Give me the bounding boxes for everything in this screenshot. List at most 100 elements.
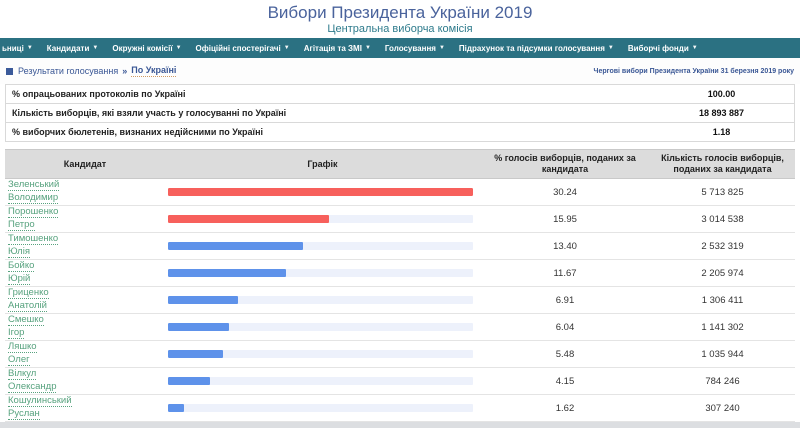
stat-row: % опрацьованих протоколів по Україні 100… [6, 85, 794, 104]
votes-value: 3 014 538 [701, 213, 744, 225]
candidate-cell: Тимошенко Юлія [5, 233, 165, 259]
bar-track [168, 377, 473, 385]
candidate-firstname: Петро [8, 219, 35, 231]
header-cell-candidate: Кандидат [63, 158, 107, 169]
percent-value: 6.91 [555, 294, 575, 306]
bar-track [168, 404, 473, 412]
stat-value: 1.18 [712, 127, 731, 137]
candidate-row: Ляшко Олег 5.48 1 035 944 [5, 341, 795, 368]
candidate-link[interactable]: Смешко Ігор [8, 314, 44, 340]
graph-cell [165, 377, 480, 385]
candidate-firstname: Руслан [8, 408, 40, 420]
nav-item-label: Агітація та ЗМІ [303, 43, 362, 53]
stat-label: Кількість виборців, які взяли участь у г… [12, 108, 287, 118]
candidate-firstname: Олександр [8, 381, 57, 393]
nav-item-label: ьниці [2, 43, 24, 53]
footer-strip [0, 422, 800, 428]
candidate-link[interactable]: Вілкул Олександр [8, 368, 57, 394]
candidate-row: Бойко Юрій 11.67 2 205 974 [5, 260, 795, 287]
stat-value: 18 893 887 [698, 108, 745, 118]
caret-down-icon: ▼ [175, 45, 182, 51]
candidate-cell: Зеленський Володимир [5, 179, 165, 205]
candidate-cell: Смешко Ігор [5, 314, 165, 340]
votes-value: 1 035 944 [701, 348, 744, 360]
results-table: Кандидат Графік % голосів виборців, пода… [5, 149, 795, 422]
candidate-link[interactable]: Гриценко Анатолій [8, 287, 49, 313]
candidate-cell: Бойко Юрій [5, 260, 165, 286]
stats-table: % опрацьованих протоколів по Україні 100… [5, 84, 795, 142]
candidate-link[interactable]: Зеленський Володимир [8, 179, 60, 205]
candidate-link[interactable]: Тимошенко Юлія [8, 233, 59, 259]
candidate-row: Порошенко Петро 15.95 3 014 538 [5, 206, 795, 233]
nav-item-label: Підрахунок та підсумки голосування [458, 43, 605, 53]
percent-value: 4.15 [555, 375, 575, 387]
result-bar [168, 269, 286, 277]
breadcrumb: Результати голосування » По Україні Черг… [0, 58, 800, 84]
votes-value: 1 306 411 [701, 294, 744, 306]
result-bar [168, 296, 238, 304]
percent-value: 5.48 [555, 348, 575, 360]
percent-value: 6.04 [555, 321, 575, 333]
result-bar [168, 404, 185, 412]
stat-label: % виборчих бюлетенів, визнаних недійсним… [12, 127, 264, 137]
nav-item-label: Окружні комісії [112, 43, 173, 53]
nav-item[interactable]: Агітація та ЗМІ ▼ [304, 44, 371, 53]
candidate-surname: Зеленський [8, 179, 60, 191]
graph-cell [165, 188, 480, 196]
percent-value: 1.62 [555, 402, 575, 414]
votes-value: 5 713 825 [701, 186, 744, 198]
candidate-row: Смешко Ігор 6.04 1 141 302 [5, 314, 795, 341]
stat-row: Кількість виборців, які взяли участь у г… [6, 104, 794, 123]
page-header: Вибори Президента України 2019 Центральн… [0, 0, 800, 38]
result-bar [168, 323, 229, 331]
graph-cell [165, 296, 480, 304]
percent-value: 11.67 [553, 267, 577, 279]
stat-label: % опрацьованих протоколів по Україні [12, 89, 186, 99]
nav-item[interactable]: Підрахунок та підсумки голосування ▼ [459, 44, 614, 53]
nav-item-label: Виборчі фонди [627, 43, 689, 53]
header-cell-percent: % голосів виборців, поданих за кандидата [494, 153, 636, 174]
breadcrumb-separator: » [122, 66, 128, 76]
nav-item[interactable]: ьниці ▼ [2, 44, 33, 53]
page-title: Вибори Президента України 2019 [267, 3, 533, 22]
candidate-link[interactable]: Ляшко Олег [8, 341, 37, 367]
candidate-firstname: Олег [8, 354, 30, 366]
header-cell-graph: Графік [307, 158, 338, 169]
graph-cell [165, 404, 480, 412]
percent-value: 15.95 [553, 213, 577, 225]
breadcrumb-bullet-icon [6, 67, 13, 75]
candidate-row: Вілкул Олександр 4.15 784 246 [5, 368, 795, 395]
candidate-firstname: Анатолій [8, 300, 47, 312]
result-bar [168, 188, 473, 196]
nav-item-label: Кандидати [46, 43, 90, 53]
caret-down-icon: ▼ [26, 45, 33, 51]
result-bar [168, 242, 304, 250]
graph-cell [165, 350, 480, 358]
election-date-note: Чергові вибори Президента України 31 бер… [593, 67, 794, 75]
caret-down-icon: ▼ [691, 45, 698, 51]
candidate-link[interactable]: Кошулинський Руслан [8, 395, 72, 421]
votes-value: 2 532 319 [701, 240, 744, 252]
candidate-link[interactable]: Бойко Юрій [8, 260, 35, 286]
caret-down-icon: ▼ [283, 45, 290, 51]
candidate-row: Зеленський Володимир 30.24 5 713 825 [5, 179, 795, 206]
votes-value: 784 246 [705, 375, 740, 387]
breadcrumb-link-ukraine[interactable]: По Україні [131, 65, 177, 77]
page-subtitle: Центральна виборча комісія [327, 23, 473, 35]
caret-down-icon: ▼ [92, 45, 99, 51]
nav-item[interactable]: Виборчі фонди ▼ [628, 44, 698, 53]
candidate-link[interactable]: Порошенко Петро [8, 206, 59, 232]
nav-item[interactable]: Офіційні спостерігачі ▼ [196, 44, 290, 53]
header-cell-votes: Кількість голосів виборців, поданих за к… [661, 153, 784, 174]
graph-cell [165, 242, 480, 250]
candidate-surname: Ляшко [8, 341, 37, 353]
results-table-header: Кандидат Графік % голосів виборців, пода… [5, 149, 795, 179]
candidate-firstname: Ігор [8, 327, 25, 339]
nav-item[interactable]: Кандидати ▼ [47, 44, 99, 53]
candidate-cell: Гриценко Анатолій [5, 287, 165, 313]
candidate-surname: Гриценко [8, 287, 49, 299]
nav-item-label: Офіційні спостерігачі [195, 43, 281, 53]
nav-item[interactable]: Голосування ▼ [385, 44, 445, 53]
nav-item[interactable]: Окружні комісії ▼ [112, 44, 181, 53]
votes-value: 2 205 974 [701, 267, 744, 279]
